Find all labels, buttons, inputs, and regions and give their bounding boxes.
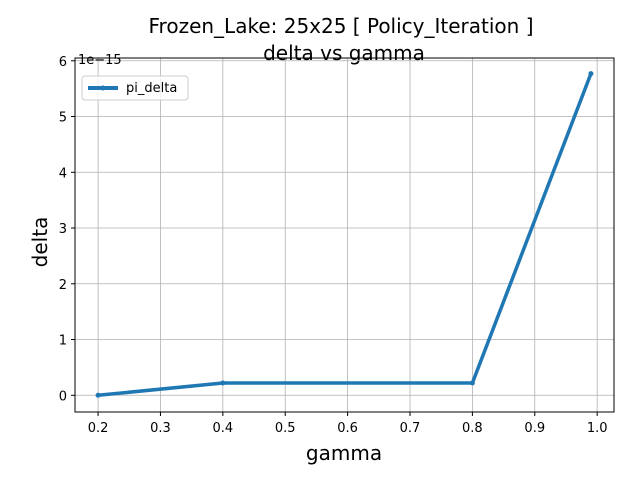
legend-marker-pi-delta bbox=[100, 85, 106, 91]
legend-box bbox=[81, 75, 189, 101]
y-tick-label: 4 bbox=[59, 166, 67, 181]
legend: pi_delta bbox=[81, 75, 189, 101]
x-tick-label: 0.4 bbox=[213, 421, 234, 436]
x-tick-label: 1.0 bbox=[587, 421, 608, 436]
data-point bbox=[95, 392, 101, 398]
x-tick-label: 0.9 bbox=[524, 421, 545, 436]
x-tick-label: 0.6 bbox=[337, 421, 358, 436]
data-point bbox=[469, 380, 475, 386]
y-tick-label: 3 bbox=[59, 222, 67, 237]
x-tick-label: 0.2 bbox=[88, 421, 109, 436]
grid-lines bbox=[75, 58, 614, 412]
x-axis-label: gamma bbox=[306, 441, 382, 465]
y-tick-label: 6 bbox=[59, 55, 67, 70]
data-point bbox=[588, 71, 594, 77]
y-tick-label: 0 bbox=[59, 389, 67, 404]
x-tick-label: 0.7 bbox=[400, 421, 421, 436]
chart-title-line2: delta vs gamma bbox=[263, 41, 425, 65]
y-axis-label: delta bbox=[28, 217, 52, 268]
y-tick-label: 5 bbox=[59, 111, 67, 126]
y-axis-ticks: 0 1 2 3 4 5 6 bbox=[59, 55, 75, 404]
x-tick-label: 0.3 bbox=[150, 421, 171, 436]
y-axis-offset-label: 1e−15 bbox=[78, 53, 122, 68]
series-line-pi-delta bbox=[97, 72, 593, 398]
plot-area bbox=[74, 57, 615, 413]
chart-title-line1: Frozen_Lake: 25x25 [ Policy_Iteration ] bbox=[149, 14, 534, 38]
data-point bbox=[220, 380, 226, 386]
x-tick-label: 0.8 bbox=[462, 421, 483, 436]
y-tick-label: 2 bbox=[59, 278, 67, 293]
y-tick-label: 1 bbox=[59, 334, 67, 349]
series-layer bbox=[95, 71, 594, 398]
legend-label-pi-delta: pi_delta bbox=[126, 81, 177, 96]
x-axis-ticks: 0.2 0.3 0.4 0.5 0.6 0.7 0.8 0.9 1.0 bbox=[88, 412, 608, 436]
x-tick-label: 0.5 bbox=[275, 421, 296, 436]
